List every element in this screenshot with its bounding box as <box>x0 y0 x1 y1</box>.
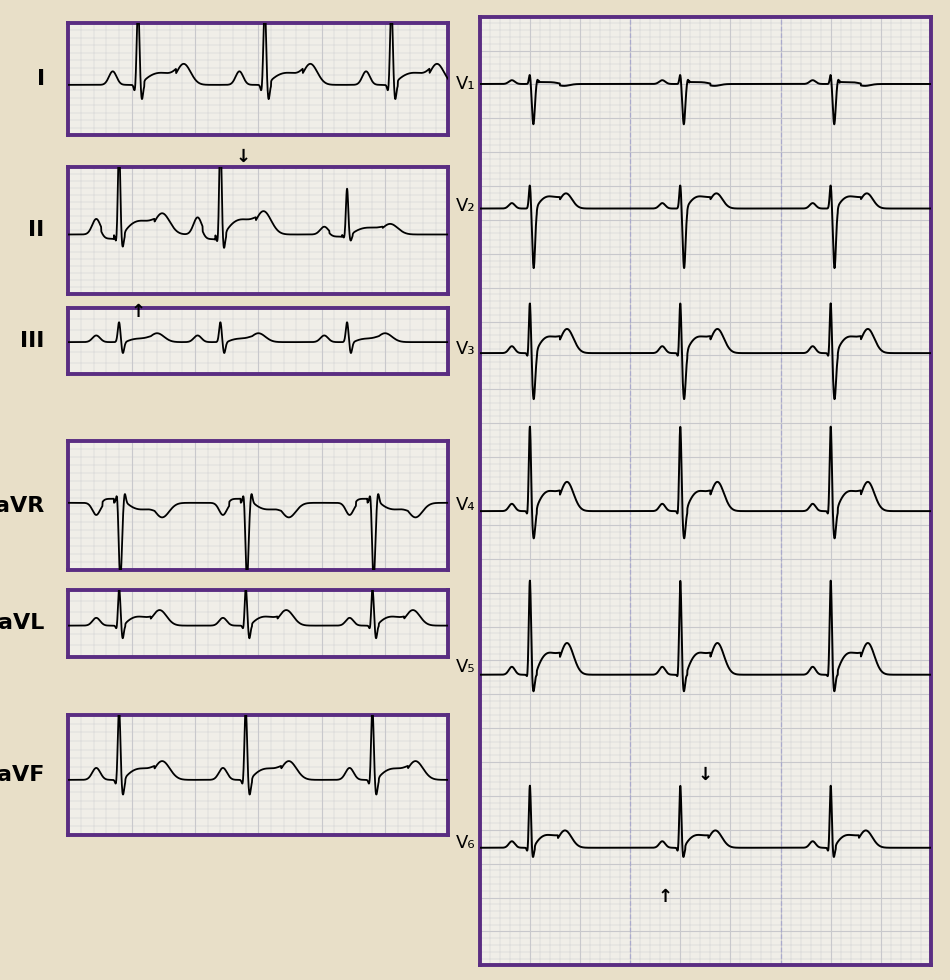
Text: III: III <box>20 331 45 351</box>
Text: aVR: aVR <box>0 496 45 515</box>
Text: II: II <box>28 220 45 240</box>
Text: V₂: V₂ <box>455 197 475 216</box>
Text: V₅: V₅ <box>455 659 475 676</box>
Text: ↑: ↑ <box>130 303 145 320</box>
Text: aVL: aVL <box>0 613 45 633</box>
Text: V₃: V₃ <box>455 340 475 358</box>
Text: aVF: aVF <box>0 765 45 785</box>
Text: I: I <box>36 69 45 89</box>
Text: ↓: ↓ <box>236 148 251 166</box>
Text: V₆: V₆ <box>455 834 475 853</box>
Text: V₁: V₁ <box>455 75 475 93</box>
Text: ↑: ↑ <box>657 888 673 906</box>
Text: V₄: V₄ <box>455 496 475 514</box>
Text: ↓: ↓ <box>698 765 712 784</box>
